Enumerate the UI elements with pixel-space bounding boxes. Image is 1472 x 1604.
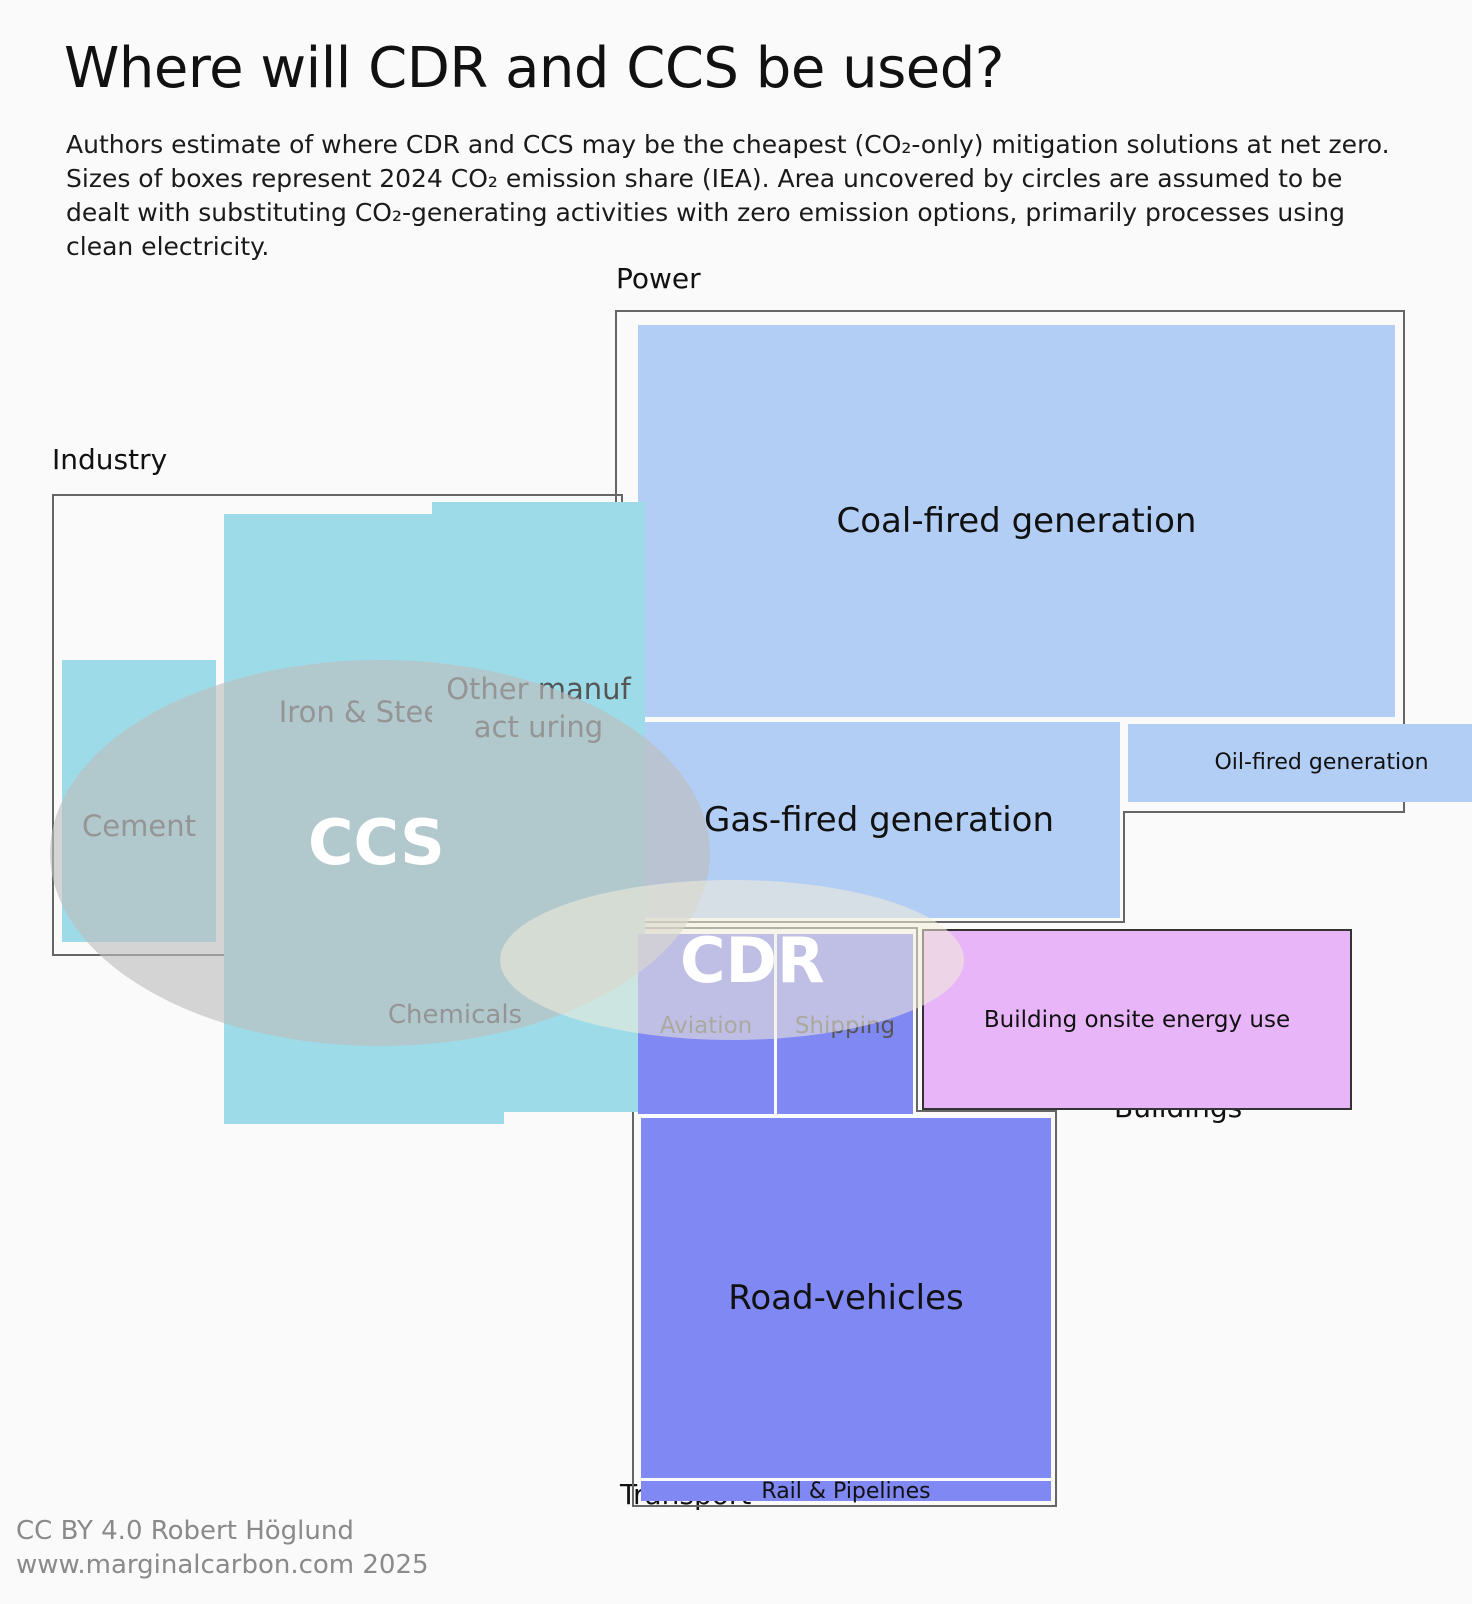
chemicals-box: Chemicals	[294, 948, 616, 1088]
shipping-label: Shipping	[794, 1013, 896, 1039]
subtitle: Authors estimate of where CDR and CCS ma…	[66, 130, 1390, 261]
oil-fired-generation-label: Oil-fired generation	[1214, 750, 1429, 775]
oil-fired-generation-box: Oil-fired generation	[1128, 724, 1472, 802]
cement-label: Cement	[82, 809, 196, 843]
gas-fired-generation-box: Gas-fired generation	[638, 722, 1120, 918]
coal-fired-generation-box: Coal-fired generation	[638, 325, 1395, 717]
road-vehicles-label: Road-vehicles	[728, 1278, 964, 1318]
cement-box: Cement	[62, 660, 216, 942]
chemicals-label: Chemicals	[387, 1000, 523, 1030]
rail-pipelines-box: Rail & Pipelines	[641, 1478, 1051, 1504]
other-manufacturing-label: Other manufact uring	[446, 672, 631, 744]
aviation-label: Aviation	[659, 1013, 753, 1039]
group-label-power: Power	[616, 262, 701, 295]
rail-pipelines-label: Rail & Pipelines	[761, 1478, 931, 1504]
footer-license: CC BY 4.0 Robert Höglund	[16, 1516, 354, 1546]
iron-steel-label: Iron & Steel	[278, 695, 450, 729]
building-onsite-energy-box: Building onsite energy use	[922, 929, 1352, 1110]
gas-fired-generation-label: Gas-fired generation	[703, 800, 1055, 840]
page-title: Where will CDR and CCS be used?	[64, 36, 1004, 101]
coal-fired-generation-label: Coal-fired generation	[836, 501, 1197, 541]
building-onsite-energy-label: Building onsite energy use	[983, 1006, 1291, 1033]
cdr-label: CDR	[680, 924, 825, 997]
group-label-industry: Industry	[52, 443, 168, 476]
road-vehicles-box: Road-vehicles	[641, 1118, 1051, 1478]
ccs-label: CCS	[308, 806, 445, 879]
footer-site: www.marginalcarbon.com 2025	[16, 1550, 429, 1580]
footer: CC BY 4.0 Robert Höglund www.marginalcar…	[16, 1514, 429, 1582]
